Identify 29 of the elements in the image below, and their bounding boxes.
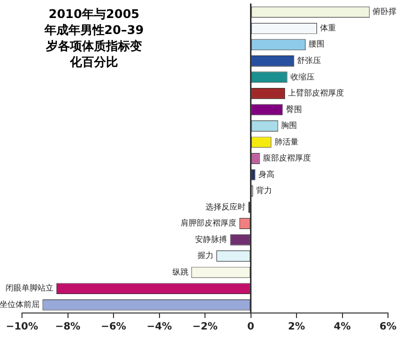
y-tick-label: 腹部皮褶厚度	[262, 154, 311, 163]
y-tick-label: 上臂部皮褶厚度	[288, 88, 344, 98]
x-tick-label: −2%	[192, 322, 218, 333]
y-tick-label: 安静脉搏	[195, 234, 228, 244]
x-tick-label: −10%	[6, 322, 38, 333]
y-tick-label: 胸围	[281, 121, 298, 130]
y-tick-label: 俯卧撑	[372, 7, 397, 16]
y-tick-label: 坐位体前屈	[0, 300, 40, 309]
x-tick-label: 4%	[334, 322, 351, 333]
y-tick-label: 舒张压	[297, 56, 322, 65]
x-tick-label: −4%	[146, 322, 172, 333]
y-tick-label: 腰围	[308, 40, 325, 49]
y-tick-label: 握力	[197, 251, 214, 260]
y-tick-label: 臀围	[286, 104, 302, 114]
y-tick-label: 肺活量	[274, 137, 298, 146]
x-tick-label: 2%	[288, 322, 305, 333]
y-tick-label: 纵跳	[172, 267, 188, 276]
y-tick-label: 体重	[320, 23, 336, 32]
y-tick-label: 收缩压	[290, 72, 314, 82]
x-tick-label: 0	[247, 322, 254, 333]
x-tick-label: 6%	[380, 322, 396, 333]
y-tick-label: 肩胛部皮褶厚度	[180, 218, 236, 228]
x-tick-label: −6%	[100, 322, 126, 333]
y-tick-label: 身高	[258, 170, 274, 179]
y-tick-label: 闭眼单脚站立	[5, 284, 54, 293]
x-tick-label: −8%	[55, 322, 80, 333]
y-tick-label: 背力	[256, 186, 272, 196]
y-tick-label: 选择反应时	[205, 202, 246, 212]
text: 2010年与2005年成年男性20–39岁各项体质指标变化百分比	[44, 6, 144, 70]
